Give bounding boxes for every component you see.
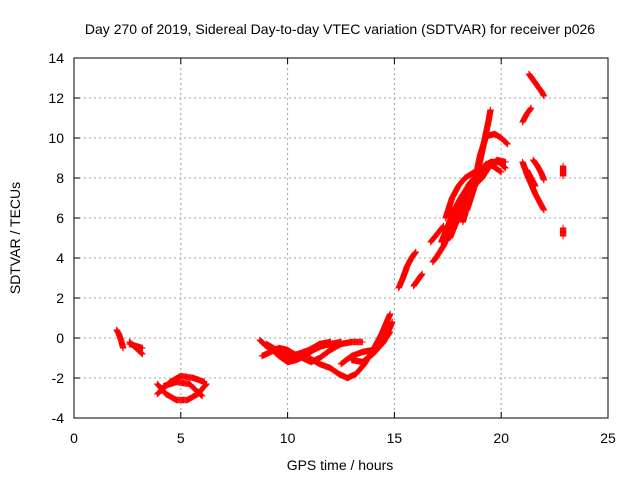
chart-title: Day 270 of 2019, Sidereal Day-to-day VTE… (85, 21, 595, 37)
data-point-markers (559, 162, 567, 180)
data-point-markers (348, 318, 396, 366)
y-tick-label: 12 (48, 90, 64, 106)
data-segment (523, 166, 539, 190)
data-point-markers (427, 222, 447, 246)
y-tick-label: 6 (56, 210, 64, 226)
data-segment (113, 326, 127, 352)
data-segment (410, 270, 426, 290)
x-tick-label: 25 (600, 430, 616, 446)
data-segment (525, 70, 548, 100)
data-segment (126, 340, 146, 352)
x-tick-label: 0 (70, 430, 78, 446)
x-tick-label: 5 (177, 430, 185, 446)
x-axis-label: GPS time / hours (287, 457, 394, 473)
data-segment (530, 156, 548, 184)
data-series (113, 70, 567, 404)
y-tick-label: 4 (56, 250, 64, 266)
x-tick-label: 10 (280, 430, 296, 446)
data-point-markers (523, 166, 539, 190)
data-segment (160, 378, 206, 400)
data-segment (519, 104, 535, 126)
data-segment (263, 338, 334, 360)
data-point-markers (410, 270, 426, 290)
data-point-markers (463, 160, 505, 214)
y-axis-label: SDTVAR / TECUs (7, 182, 23, 294)
y-tick-label: -2 (52, 370, 65, 386)
data-point-markers (160, 378, 206, 400)
data-segment (442, 166, 481, 222)
y-tick-label: 2 (56, 290, 64, 306)
data-point-markers (113, 326, 127, 352)
data-point-markers (126, 340, 146, 352)
y-tick-label: 14 (48, 50, 64, 66)
y-tick-label: -4 (52, 410, 65, 426)
data-segment (559, 224, 567, 240)
data-point-markers (395, 248, 419, 292)
data-point-markers (263, 338, 334, 360)
x-tick-label: 15 (387, 430, 403, 446)
data-point-markers (525, 70, 548, 100)
data-segment (395, 248, 419, 292)
data-point-markers (559, 224, 567, 240)
data-segment (348, 318, 396, 366)
plot-frame (73, 57, 609, 419)
x-tick-label: 20 (493, 430, 509, 446)
axis-ticks: 0 5 10 15 20 25 -4 -2 0 2 4 6 8 10 12 14 (48, 50, 616, 446)
data-point-markers (519, 104, 535, 126)
data-segment (559, 162, 567, 180)
data-point-markers (530, 156, 548, 184)
y-tick-label: 8 (56, 170, 64, 186)
data-segment (427, 222, 447, 246)
y-tick-label: 10 (48, 130, 64, 146)
data-segment (463, 160, 505, 214)
data-point-markers (442, 166, 481, 222)
y-tick-label: 0 (56, 330, 64, 346)
